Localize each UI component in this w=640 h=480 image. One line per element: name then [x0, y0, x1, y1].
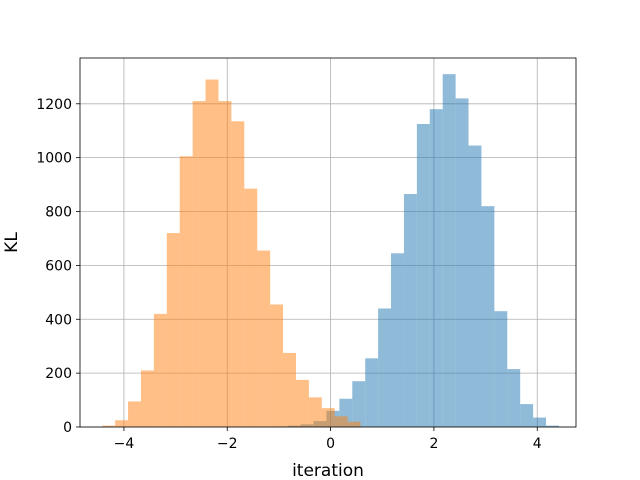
histogram-bar [365, 358, 379, 427]
histogram-bar [416, 123, 430, 428]
y-tick-label: 800 [45, 205, 72, 221]
plot-frame [79, 57, 577, 428]
x-tick-label: −4 [114, 436, 135, 452]
y-tick-label: 1200 [36, 97, 72, 113]
histogram-bar [270, 304, 284, 427]
histogram-bar [494, 311, 508, 427]
histogram-bar [166, 233, 180, 427]
histogram-bar [115, 420, 129, 427]
series-0-bars [274, 74, 559, 428]
histogram-bar [481, 206, 495, 427]
histogram-bar [308, 397, 322, 427]
y-tick-label: 600 [45, 258, 72, 274]
histogram-bar [257, 250, 271, 427]
histogram-bar [546, 425, 559, 427]
histogram-bar [378, 308, 392, 427]
x-tick-label: −2 [217, 436, 238, 452]
histogram-bar [153, 313, 167, 427]
histogram-bar [347, 421, 361, 427]
histogram-bar [283, 352, 296, 427]
y-axis-label: KL [2, 232, 22, 253]
histogram-bar [429, 109, 443, 428]
histogram-bar [533, 417, 547, 427]
histogram-bars [102, 74, 559, 428]
axis-ticks: −4 −2 0 2 4 0 200 400 600 800 1000 1200 [36, 97, 541, 452]
histogram-bar [391, 253, 404, 427]
x-tick-label: 2 [429, 436, 438, 452]
histogram-bar [507, 369, 521, 427]
x-axis-label: iteration [292, 461, 364, 480]
histogram-bar [455, 98, 469, 427]
y-tick-label: 200 [45, 366, 72, 382]
histogram-bar [520, 404, 534, 427]
histogram-bar [321, 408, 335, 427]
histogram-bar [205, 79, 219, 427]
histogram-bar [244, 188, 258, 427]
y-tick-label: 0 [63, 420, 72, 436]
histogram-bar [102, 425, 116, 427]
series-1-bars [102, 79, 361, 428]
y-tick-label: 1000 [36, 151, 72, 167]
histogram-bar [352, 381, 366, 427]
histogram-bar [403, 194, 417, 427]
histogram-bar [442, 74, 456, 427]
x-tick-label: 4 [533, 436, 542, 452]
histogram-bar [218, 101, 232, 428]
x-tick-label: 0 [326, 436, 335, 452]
histogram-bar [179, 156, 193, 427]
histogram-bar [468, 145, 482, 427]
histogram-bar [334, 416, 348, 427]
histogram-bar [231, 121, 245, 427]
histogram-bar [192, 101, 206, 428]
histogram-bar [140, 370, 154, 427]
histogram-bar [128, 401, 141, 427]
y-tick-label: 400 [45, 312, 72, 328]
histogram-bar [295, 379, 309, 427]
